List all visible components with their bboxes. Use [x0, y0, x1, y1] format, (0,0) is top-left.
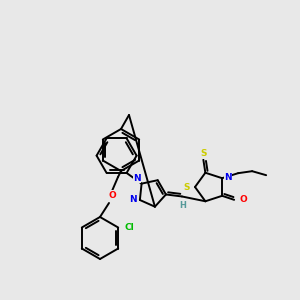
- Text: H: H: [179, 202, 186, 211]
- Text: N: N: [133, 174, 141, 183]
- Text: O: O: [239, 195, 247, 204]
- Text: Cl: Cl: [124, 223, 134, 232]
- Text: N: N: [129, 196, 137, 205]
- Text: S: S: [184, 182, 190, 191]
- Text: N: N: [224, 173, 232, 182]
- Text: O: O: [108, 190, 116, 200]
- Text: S: S: [200, 149, 207, 158]
